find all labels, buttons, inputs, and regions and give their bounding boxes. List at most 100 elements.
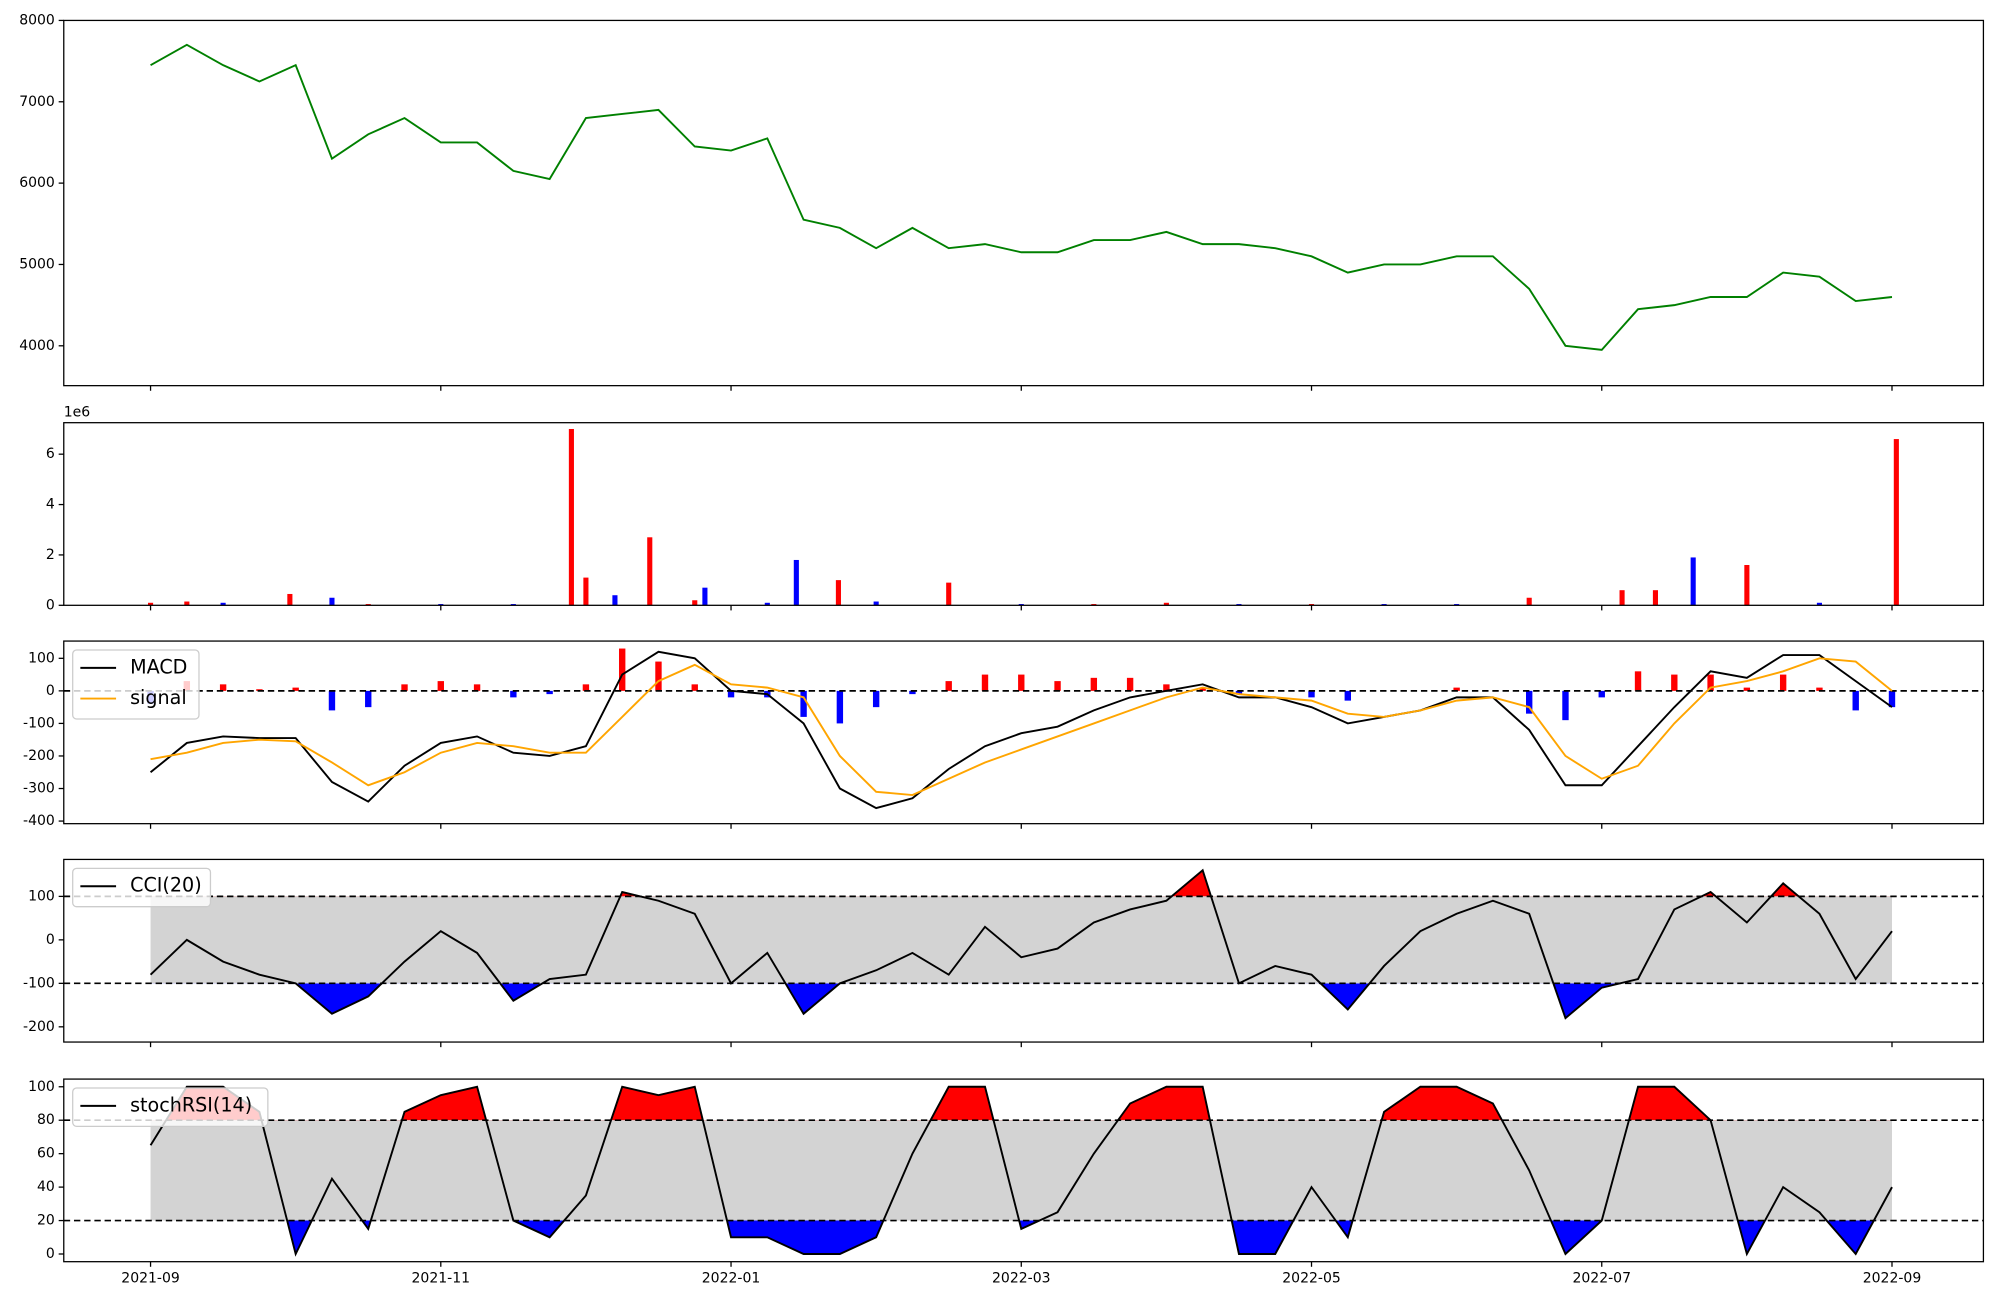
y-tick-label: 100 bbox=[28, 650, 55, 666]
histogram-bar bbox=[1888, 690, 1896, 708]
y-tick-label: 100 bbox=[28, 888, 55, 904]
histogram-bar bbox=[292, 687, 299, 691]
y-tick-label: 2 bbox=[46, 547, 55, 563]
legend-box bbox=[72, 867, 212, 908]
axes-frame bbox=[63, 640, 1985, 825]
axes-frame bbox=[63, 19, 1985, 387]
y-tick-label: -100 bbox=[23, 975, 55, 991]
y-tick-label: 60 bbox=[37, 1146, 55, 1162]
y-tick-label: 6 bbox=[46, 446, 55, 462]
histogram-bar bbox=[1235, 690, 1243, 695]
histogram-bar bbox=[981, 674, 989, 691]
panel: 0 20 40 60 80 100 2021-09 2021-11 2022-01 2022-03… bbox=[28, 1078, 1985, 1286]
legend-label: CCI(20) bbox=[130, 874, 202, 897]
x-tick-label: 2021-09 bbox=[121, 1270, 180, 1286]
histogram-bar bbox=[727, 690, 735, 698]
legend: MACD signal bbox=[72, 649, 200, 720]
histogram-bar bbox=[1054, 681, 1061, 691]
series-line bbox=[149, 868, 1893, 1020]
histogram-bar bbox=[1199, 687, 1206, 691]
legend-label: signal bbox=[130, 686, 187, 709]
histogram-bar bbox=[1163, 684, 1170, 691]
histogram-bar bbox=[1344, 690, 1351, 701]
panel: -400 -300 -200 -100 0 100 MACD signal bbox=[23, 640, 1985, 829]
bar bbox=[287, 593, 293, 606]
y-tick-label: 8000 bbox=[19, 12, 55, 28]
y-tick-label: 80 bbox=[37, 1112, 55, 1128]
histogram-bar bbox=[691, 684, 698, 691]
y-tick-label: -200 bbox=[23, 1019, 55, 1035]
bar bbox=[583, 577, 589, 606]
histogram-bar bbox=[1779, 674, 1787, 691]
histogram-bar bbox=[655, 661, 662, 691]
panel: -200 -100 0 100 CCI(20) bbox=[23, 858, 1985, 1048]
histogram-bar bbox=[1707, 674, 1714, 691]
bar bbox=[1744, 565, 1750, 606]
y-tick-label: -200 bbox=[23, 748, 55, 764]
axes-frame bbox=[63, 858, 1985, 1043]
bar bbox=[1652, 590, 1658, 606]
level-band bbox=[150, 1120, 1892, 1221]
y-tick-label: 7000 bbox=[19, 94, 55, 110]
histogram-bar bbox=[1090, 677, 1098, 691]
legend: stochRSI(14) bbox=[72, 1087, 269, 1127]
bar bbox=[835, 580, 841, 606]
y-tick-label: -400 bbox=[23, 813, 55, 829]
histogram-bar bbox=[619, 648, 626, 691]
offset-label: 1e6 bbox=[64, 404, 91, 420]
histogram-bar bbox=[1308, 690, 1315, 698]
histogram-bar bbox=[945, 681, 952, 691]
y-tick-label: 6000 bbox=[19, 175, 55, 191]
panel: 4000 5000 6000 7000 8000 bbox=[19, 12, 1985, 391]
y-tick-label: -300 bbox=[23, 781, 55, 797]
y-tick-label: 40 bbox=[37, 1179, 55, 1195]
histogram-bar bbox=[1634, 671, 1642, 691]
bar bbox=[1526, 597, 1532, 606]
bar bbox=[647, 537, 653, 606]
series-line bbox=[149, 1085, 1893, 1257]
y-tick-label: 100 bbox=[28, 1079, 55, 1095]
y-tick-label: -100 bbox=[23, 715, 55, 731]
bar bbox=[568, 428, 574, 606]
bar bbox=[220, 602, 226, 606]
bar bbox=[946, 582, 952, 606]
y-tick-label: 0 bbox=[46, 1246, 55, 1262]
histogram-bar bbox=[1816, 687, 1823, 691]
histogram-bar bbox=[1453, 687, 1460, 691]
histogram-bar bbox=[328, 690, 336, 711]
histogram-bar bbox=[1852, 690, 1859, 711]
axes-frame bbox=[63, 422, 1985, 606]
bar bbox=[793, 559, 799, 606]
legend-box bbox=[72, 1087, 269, 1127]
legend-label: stochRSI(14) bbox=[130, 1093, 252, 1116]
y-tick-label: 20 bbox=[37, 1213, 55, 1229]
bar bbox=[1690, 557, 1696, 606]
x-tick-label: 2022-07 bbox=[1572, 1270, 1631, 1286]
x-tick-label: 2021-11 bbox=[412, 1270, 471, 1286]
bar bbox=[148, 602, 154, 606]
y-tick-label: 0 bbox=[46, 597, 55, 613]
series-line bbox=[150, 657, 1893, 797]
histogram-bar bbox=[437, 681, 444, 691]
histogram-bar bbox=[1598, 690, 1605, 698]
panel: 0 2 4 6 1e6 bbox=[46, 404, 1985, 613]
y-tick-label: 0 bbox=[46, 932, 55, 948]
series-line bbox=[149, 650, 1893, 810]
histogram-bar bbox=[1671, 674, 1678, 691]
bar bbox=[329, 597, 335, 606]
histogram-bar bbox=[1018, 674, 1025, 691]
y-tick-label: 4000 bbox=[19, 338, 55, 354]
histogram-bar bbox=[1526, 690, 1533, 714]
histogram-bar bbox=[1126, 677, 1134, 691]
bar bbox=[184, 601, 190, 606]
histogram-bar bbox=[836, 690, 844, 724]
bar bbox=[702, 587, 708, 606]
bar bbox=[764, 602, 770, 606]
legend-label: MACD bbox=[130, 655, 187, 678]
bar bbox=[1163, 602, 1169, 606]
x-tick-label: 2022-01 bbox=[702, 1270, 761, 1286]
y-tick-label: 0 bbox=[46, 683, 55, 699]
above-fill bbox=[166, 1086, 1711, 1121]
y-tick-label: 4 bbox=[46, 497, 55, 513]
